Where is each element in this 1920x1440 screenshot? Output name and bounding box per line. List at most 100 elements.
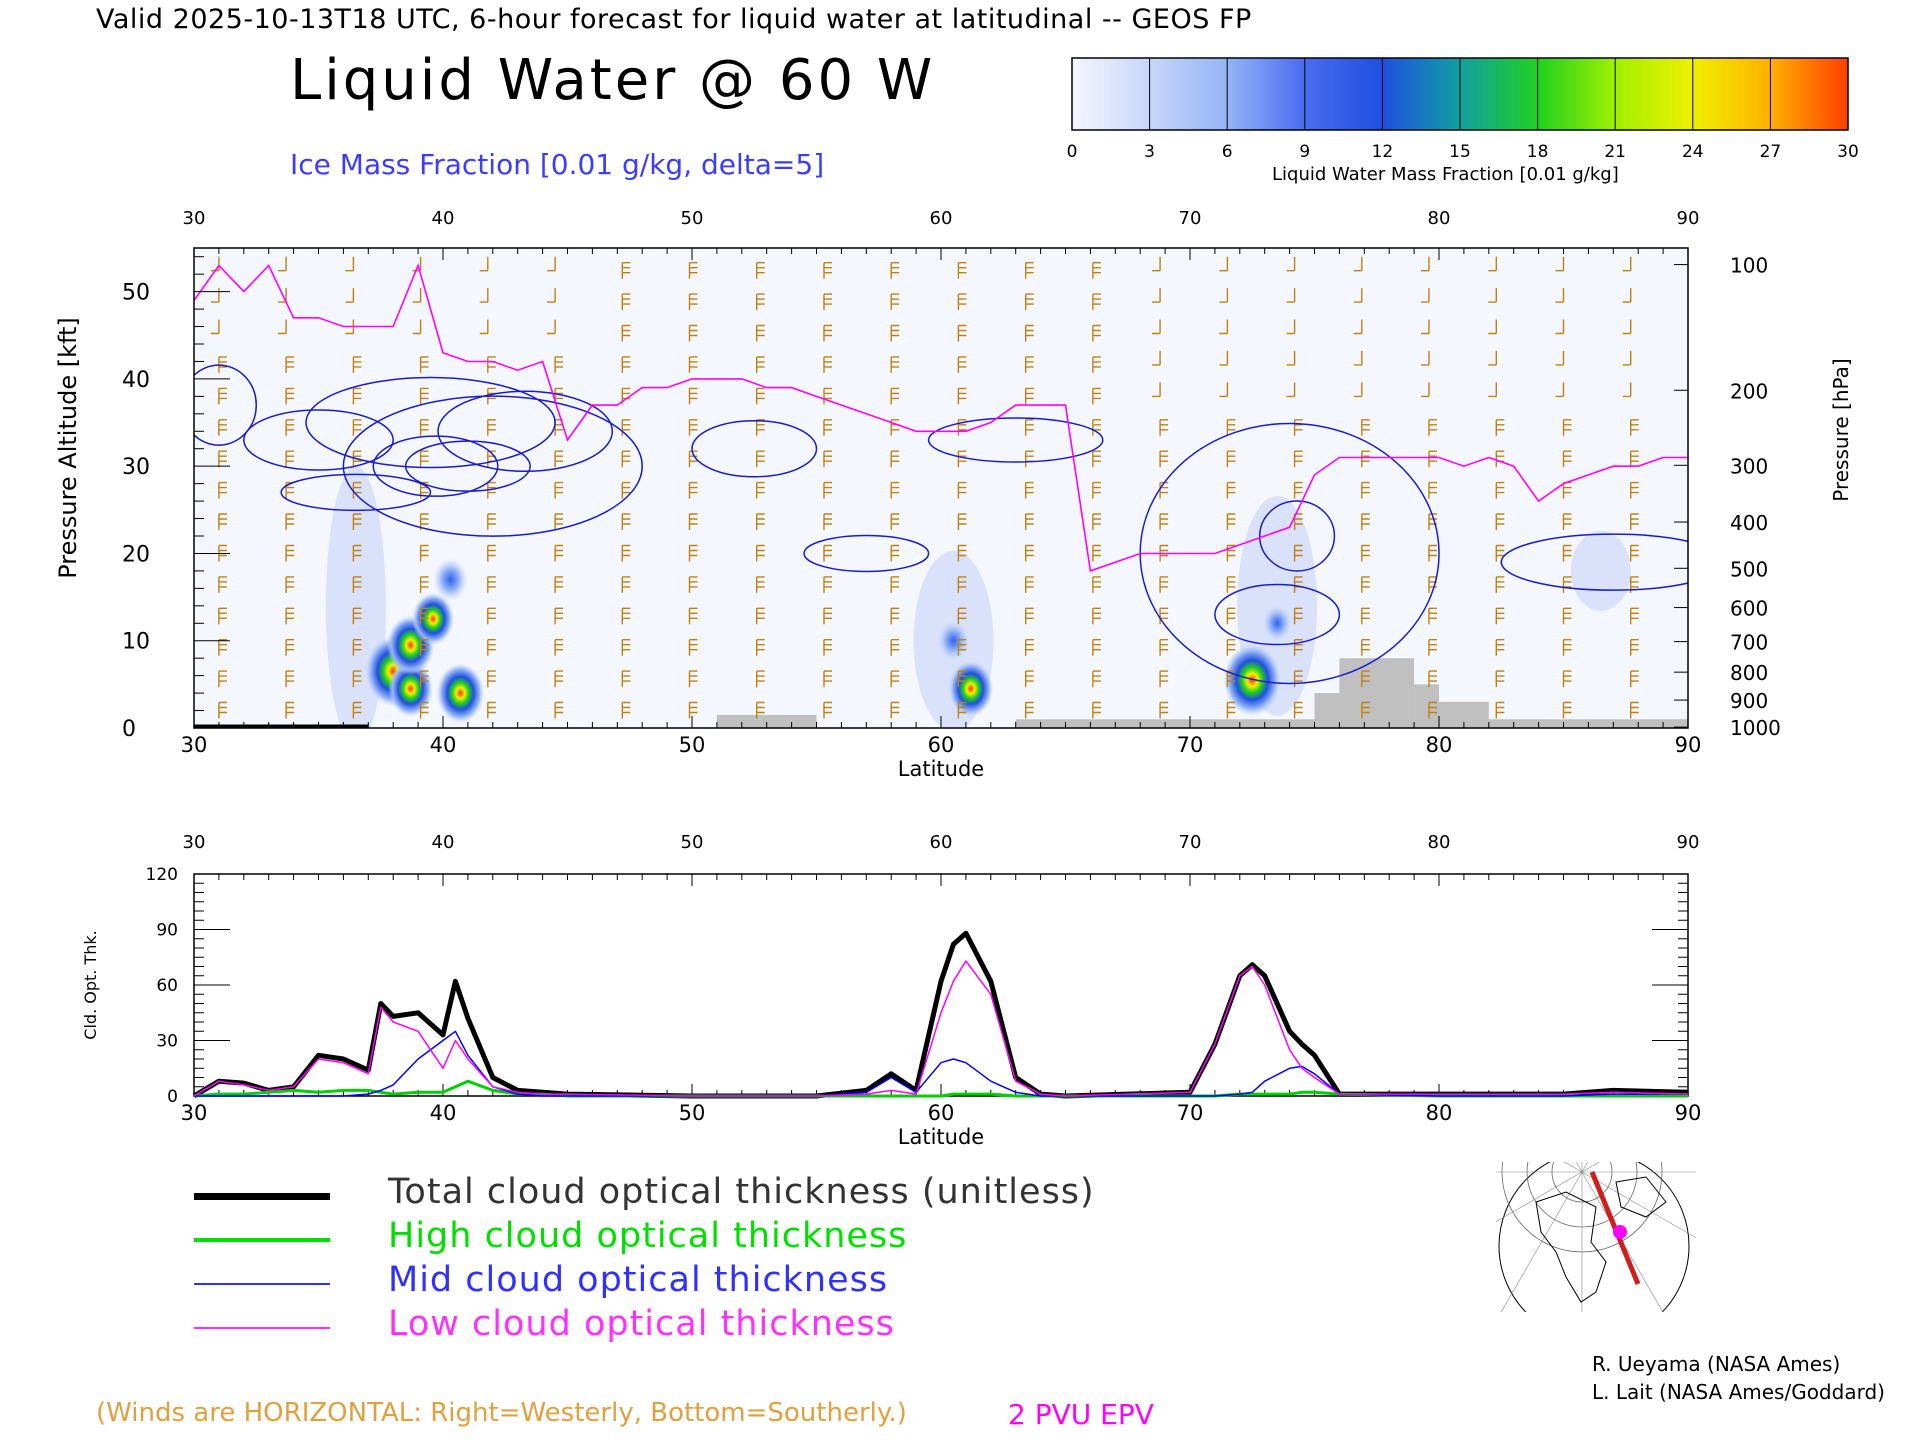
y-tick-label: 30: [122, 455, 150, 480]
wind-barb: [352, 607, 362, 625]
wind-barb: [1562, 544, 1572, 562]
wind-barb: [1219, 382, 1229, 398]
wind-barb: [419, 701, 429, 719]
x-tick-label: 50: [679, 733, 706, 757]
wind-barb: [621, 261, 631, 279]
wind-barb: [1562, 450, 1572, 468]
colorbar-tick-label: 0: [1066, 142, 1078, 162]
wind-barb: [352, 701, 362, 719]
wind-barb: [756, 513, 765, 530]
wind-barb: [823, 450, 832, 468]
wind-barb: [890, 419, 900, 436]
wind-barb: [352, 450, 362, 468]
pvu-note: 2 PVU EPV: [1008, 1398, 1154, 1431]
wind-barb: [419, 639, 429, 656]
wind-barb: [890, 576, 900, 593]
wind-barb: [1092, 387, 1101, 405]
liquid-water-blob: [937, 620, 970, 661]
wind-barb: [554, 513, 564, 530]
legend-label: Low cloud optical thickness: [388, 1304, 895, 1344]
wind-barb: [1286, 288, 1296, 303]
x-axis-label: Latitude: [898, 1125, 984, 1149]
wind-barb: [756, 293, 765, 311]
y-tick-label: 90: [156, 921, 178, 941]
wind-barb: [1428, 544, 1437, 562]
wind-barb: [554, 356, 564, 373]
liquid-water-blob: [433, 557, 468, 602]
wind-barb: [823, 261, 832, 279]
terrain-block: [194, 724, 369, 728]
wind-barb: [285, 419, 295, 436]
x-tick-label-top: 70: [1179, 832, 1202, 853]
map-coastline: [1615, 1176, 1667, 1218]
wind-barb: [1495, 419, 1505, 436]
wind-barb: [1361, 419, 1370, 436]
wind-barb: [621, 670, 631, 688]
wind-barb: [621, 639, 631, 656]
wind-barb: [1092, 324, 1101, 342]
x-tick-label-top: 90: [1677, 832, 1700, 853]
wind-barb: [487, 356, 496, 373]
wind-barb: [547, 288, 556, 303]
wind-barb: [1293, 513, 1303, 530]
x-tick-label: 30: [181, 1101, 208, 1125]
wind-barb: [1629, 670, 1639, 688]
wind-barb: [1092, 450, 1101, 468]
wind-barb: [285, 701, 295, 719]
wind-barb: [1159, 639, 1169, 656]
wind-barb: [352, 670, 362, 688]
wind-barb: [1293, 670, 1303, 688]
map-horizon: [1498, 1162, 1690, 1312]
wind-barb: [285, 450, 295, 468]
pressure-tick-label: 700: [1730, 631, 1768, 655]
wind-barb: [688, 261, 698, 279]
wind-barb: [1159, 670, 1169, 688]
wind-barb: [479, 256, 489, 272]
wind-barb: [1622, 382, 1632, 398]
wind-barb: [1428, 481, 1437, 499]
wind-barb: [1421, 382, 1430, 398]
wind-barb: [756, 607, 765, 625]
wind-barb: [957, 639, 967, 656]
wind-barb: [1024, 701, 1034, 719]
wind-barb: [1024, 356, 1034, 373]
wind-barb: [1286, 319, 1296, 335]
wind-barb: [218, 607, 227, 625]
pressure-tick-label: 800: [1730, 661, 1768, 685]
pressure-tick-label: 400: [1730, 511, 1768, 535]
x-tick-label-top: 40: [432, 208, 455, 229]
wind-barb: [890, 607, 900, 625]
wind-barb: [1555, 319, 1565, 335]
x-tick-label: 50: [679, 1101, 706, 1125]
wind-barb: [1629, 450, 1639, 468]
x-tick-label: 40: [430, 733, 457, 757]
cloud-haze: [325, 465, 386, 728]
wind-barb: [1361, 513, 1370, 530]
wind-barb: [554, 576, 564, 593]
pressure-tick-label: 600: [1730, 597, 1768, 621]
wind-barb: [890, 670, 900, 688]
x-tick-label-top: 70: [1179, 208, 1202, 229]
wind-barb: [218, 701, 227, 719]
wind-barb: [1024, 387, 1034, 405]
colorbar: 0 3 6 9 12 15 18 21 24 27 30 Liquid Water Mass Fra…: [0, 0, 1920, 200]
wind-barb: [1428, 450, 1437, 468]
wind-barb: [1226, 513, 1236, 530]
wind-barb: [1219, 319, 1229, 335]
wind-barb: [1226, 639, 1236, 656]
wind-barb: [218, 387, 227, 405]
wind-barb: [345, 288, 355, 303]
wind-barb: [1092, 356, 1101, 373]
wind-barb: [957, 324, 967, 342]
wind-barb: [1629, 419, 1639, 436]
wind-barb: [1629, 576, 1639, 593]
wind-barb: [1092, 701, 1101, 719]
wind-barb: [621, 481, 631, 499]
wind-barb: [1219, 350, 1229, 366]
wind-barb: [957, 701, 967, 719]
y-tick-label: 20: [122, 542, 150, 567]
wind-barb: [1488, 382, 1498, 398]
wind-barb: [487, 419, 496, 436]
colorbar-tick-label: 9: [1299, 142, 1311, 162]
wind-barb: [1562, 639, 1572, 656]
